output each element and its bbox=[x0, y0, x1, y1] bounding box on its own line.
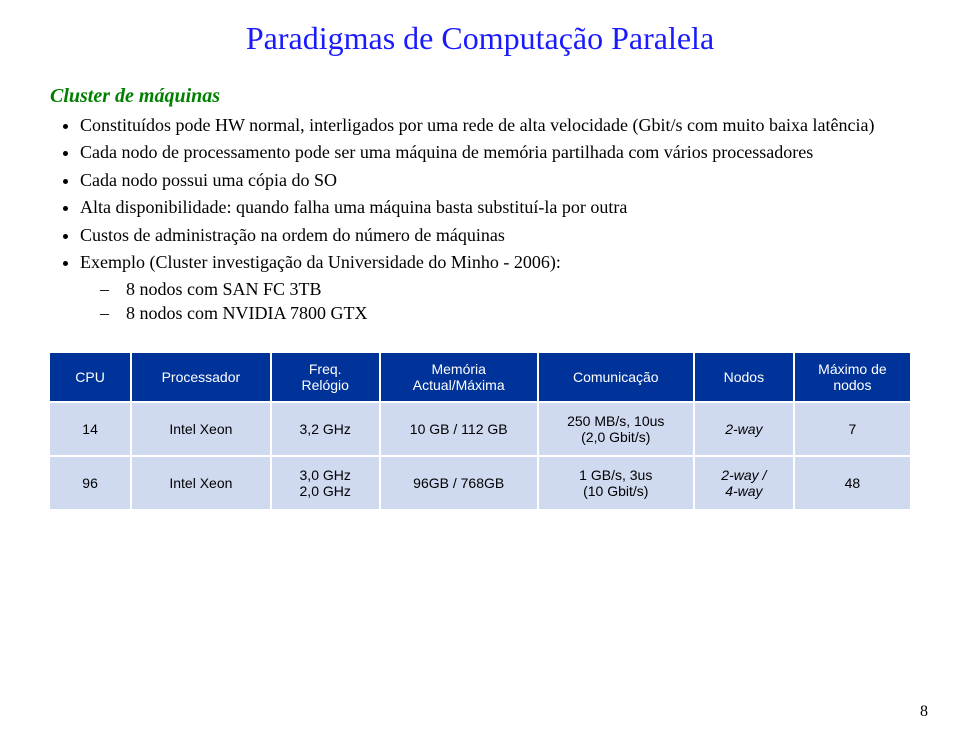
cell: 96 bbox=[50, 456, 131, 509]
cluster-table: CPU Processador Freq.Relógio MemóriaActu… bbox=[50, 353, 910, 509]
page-number: 8 bbox=[920, 703, 928, 721]
col-memoria: MemóriaActual/Máxima bbox=[380, 353, 538, 402]
table-container: CPU Processador Freq.Relógio MemóriaActu… bbox=[50, 353, 910, 509]
cell: Intel Xeon bbox=[131, 402, 270, 456]
col-nodos: Nodos bbox=[694, 353, 794, 402]
cell: 10 GB / 112 GB bbox=[380, 402, 538, 456]
list-item: Exemplo (Cluster investigação da Univers… bbox=[80, 251, 910, 325]
list-item: Cada nodo possui uma cópia do SO bbox=[80, 169, 910, 192]
col-comunicacao: Comunicação bbox=[538, 353, 694, 402]
col-processador: Processador bbox=[131, 353, 270, 402]
table-row: 14 Intel Xeon 3,2 GHz 10 GB / 112 GB 250… bbox=[50, 402, 910, 456]
sub-list-item: 8 nodos com NVIDIA 7800 GTX bbox=[104, 302, 910, 325]
section-heading: Cluster de máquinas bbox=[50, 85, 910, 108]
table-row: 96 Intel Xeon 3,0 GHz2,0 GHz 96GB / 768G… bbox=[50, 456, 910, 509]
cell: 14 bbox=[50, 402, 131, 456]
col-cpu: CPU bbox=[50, 353, 131, 402]
cell: 1 GB/s, 3us(10 Gbit/s) bbox=[538, 456, 694, 509]
cell: 2-way bbox=[694, 402, 794, 456]
bullet-list: Constituídos pode HW normal, interligado… bbox=[60, 114, 910, 325]
cell: Intel Xeon bbox=[131, 456, 270, 509]
list-item: Alta disponibilidade: quando falha uma m… bbox=[80, 196, 910, 219]
sub-bullet-list: 8 nodos com SAN FC 3TB 8 nodos com NVIDI… bbox=[104, 278, 910, 325]
cell: 7 bbox=[794, 402, 910, 456]
list-item: Custos de administração na ordem do núme… bbox=[80, 224, 910, 247]
col-freq: Freq.Relógio bbox=[271, 353, 380, 402]
sub-list-item: 8 nodos com SAN FC 3TB bbox=[104, 278, 910, 301]
cell: 3,2 GHz bbox=[271, 402, 380, 456]
cell: 250 MB/s, 10us(2,0 Gbit/s) bbox=[538, 402, 694, 456]
cell: 48 bbox=[794, 456, 910, 509]
table-header-row: CPU Processador Freq.Relógio MemóriaActu… bbox=[50, 353, 910, 402]
list-item: Cada nodo de processamento pode ser uma … bbox=[80, 141, 910, 164]
page: Paradigmas de Computação Paralela Cluste… bbox=[0, 0, 960, 739]
list-item-label: Exemplo (Cluster investigação da Univers… bbox=[80, 252, 561, 272]
cell: 3,0 GHz2,0 GHz bbox=[271, 456, 380, 509]
cell: 2-way /4-way bbox=[694, 456, 794, 509]
col-max-nodos: Máximo denodos bbox=[794, 353, 910, 402]
cell: 96GB / 768GB bbox=[380, 456, 538, 509]
page-title: Paradigmas de Computação Paralela bbox=[50, 20, 910, 57]
list-item: Constituídos pode HW normal, interligado… bbox=[80, 114, 910, 137]
